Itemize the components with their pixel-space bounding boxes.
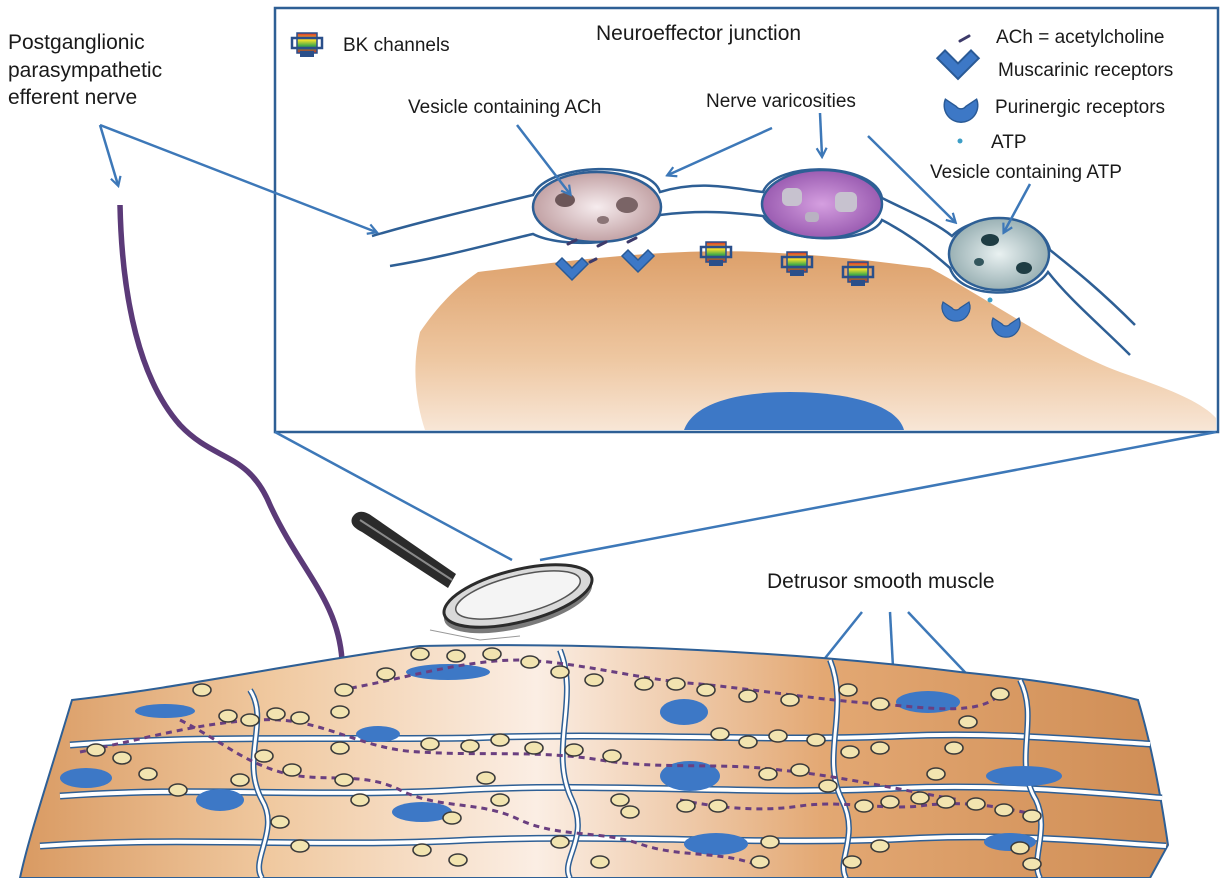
vesicle-atp	[947, 216, 1051, 292]
atp-dot-icon	[957, 138, 963, 144]
nerve-varicosities-label: Nerve varicosities	[706, 91, 856, 112]
nerve-label-arrows	[98, 123, 376, 232]
inset-arrows	[516, 112, 1032, 232]
ach-molecules	[566, 236, 638, 264]
nerve-label-line-1: Postganglionic	[8, 31, 145, 54]
bk-channel-icon	[290, 31, 324, 59]
nucleus	[406, 664, 490, 680]
nucleus	[684, 833, 748, 855]
magnifying-glass-icon	[351, 511, 594, 641]
nerve-label-line-2: parasympathetic	[8, 59, 162, 82]
detrusor-label: Detrusor smooth muscle	[767, 570, 995, 593]
legend: BK channels ACh = acetylcholine Muscarin…	[290, 27, 1173, 153]
bk-channel-icon	[699, 240, 733, 268]
nucleus	[60, 768, 112, 788]
atp-dot-icon	[987, 297, 993, 303]
legend-label-ach: ACh = acetylcholine	[996, 27, 1164, 48]
bk-channel-icon	[841, 260, 875, 288]
legend-label-bk: BK channels	[343, 35, 450, 56]
nucleus	[660, 699, 708, 725]
neuroeffector-junction-inset: Vesicle containing ACh Nerve varicositie…	[273, 6, 1220, 434]
nucleus	[196, 789, 244, 811]
nucleus	[356, 726, 400, 742]
vesicle-atp-label: Vesicle containing ATP	[930, 162, 1122, 183]
legend-label-muscarinic: Muscarinic receptors	[998, 60, 1173, 81]
vesicle-ach-label: Vesicle containing ACh	[408, 97, 601, 118]
vesicle-ach	[531, 170, 663, 244]
neuroeffector-junction-title: Neuroeffector junction	[596, 22, 801, 45]
vesicle-varicosity	[760, 168, 884, 240]
inset-smooth-muscle-cell	[415, 251, 1216, 430]
nerve-label-line-3: efferent nerve	[8, 86, 137, 109]
bk-channel-icon	[780, 250, 814, 278]
nucleus	[660, 761, 720, 791]
nerve-label: Postganglionic parasympathetic efferent …	[8, 31, 162, 109]
detrusor-muscle-sheet	[18, 644, 1170, 878]
nucleus	[135, 704, 195, 718]
legend-label-purinergic: Purinergic receptors	[995, 97, 1165, 118]
inset-nucleus	[684, 392, 904, 430]
zoom-lines	[274, 430, 1217, 562]
nucleus	[392, 802, 452, 822]
nucleus	[986, 766, 1062, 786]
ach-dash-icon	[958, 34, 971, 43]
legend-label-atp: ATP	[991, 132, 1027, 153]
